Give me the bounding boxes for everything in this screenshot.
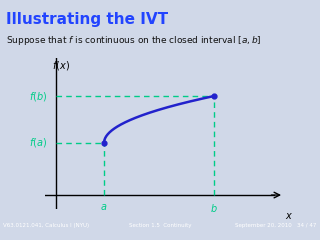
Text: $x$: $x$	[285, 211, 293, 221]
Text: $f(b)$: $f(b)$	[29, 90, 47, 102]
Text: $b$: $b$	[210, 202, 218, 214]
Text: September 20, 2010   34 / 47: September 20, 2010 34 / 47	[236, 223, 317, 228]
Text: $f(x)$: $f(x)$	[52, 59, 70, 72]
Text: $f(a)$: $f(a)$	[29, 136, 47, 149]
Text: Suppose that $f$ is continuous on the closed interval $[a, b]$: Suppose that $f$ is continuous on the cl…	[6, 34, 262, 47]
Text: $a$: $a$	[100, 202, 108, 212]
Text: Illustrating the IVT: Illustrating the IVT	[6, 12, 169, 27]
Text: Section 1.5  Continuity: Section 1.5 Continuity	[129, 223, 191, 228]
Text: V63.0121.041, Calculus I (NYU): V63.0121.041, Calculus I (NYU)	[3, 223, 89, 228]
